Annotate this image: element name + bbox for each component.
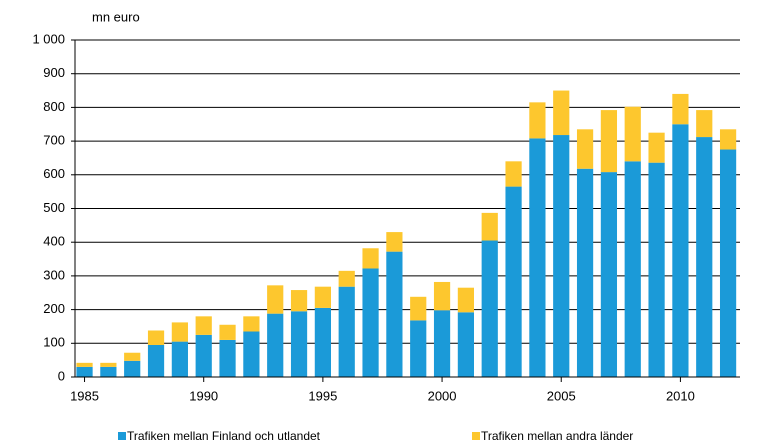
bar-segment [290,311,308,377]
bar-segment [267,313,284,377]
y-tick-label: 1 000 [32,31,65,46]
bar-segment [433,310,451,377]
bar-segment [553,135,570,377]
bar-segment [600,110,618,173]
bar-segment [76,366,93,377]
bar-segment [147,330,165,345]
bar-segment [243,316,260,332]
bar-segment [529,102,546,139]
bar-segment [719,149,737,377]
bar-segment [576,129,594,169]
x-tick-label: 1990 [189,388,218,403]
bar-segment [386,232,403,252]
x-tick-label: 1985 [70,388,99,403]
x-tick-label: 2005 [547,388,576,403]
bar-segment [76,362,93,367]
bar-segment [362,248,379,269]
bar-segment [219,324,236,340]
bar-segment [338,270,355,287]
y-tick-label: 800 [43,99,65,114]
bar-segment [433,281,451,311]
bar-segment [600,172,618,377]
bar-segment [195,334,212,377]
bar-segment [553,90,570,136]
y-unit-label: mn euro [92,9,140,24]
legend-label: Trafiken mellan Finland och utlandet [127,429,321,443]
bar-segment [386,251,403,377]
bar-segment [696,110,713,138]
bar-segment [314,307,331,377]
y-tick-label: 300 [43,267,65,282]
bar-segment [124,352,141,361]
bar-segment [696,137,713,377]
bar-segment [314,286,331,308]
bar-segment [219,339,236,377]
bar-segment [147,344,165,377]
bar-segment [124,360,141,377]
bar-segment [672,124,689,377]
bar-segment [410,296,427,321]
bar-segment [648,162,665,377]
y-tick-label: 0 [58,368,65,383]
bar-segment [529,138,546,377]
y-tick-label: 600 [43,166,65,181]
bar-segment [648,132,665,163]
bar-segment [362,268,379,377]
bar-segment [100,366,117,377]
legend-label: Trafiken mellan andra länder [481,429,633,443]
bar-segment [290,290,308,312]
bar-segment [171,322,188,342]
bar-segment [505,186,522,377]
bar-segment [719,129,737,150]
x-tick-label: 2000 [428,388,457,403]
bar-segment [100,362,117,367]
y-tick-label: 200 [43,301,65,316]
bar-segment [338,286,355,377]
bar-segment [243,331,260,377]
y-tick-label: 400 [43,234,65,249]
bar-segment [576,168,594,377]
y-tick-label: 500 [43,200,65,215]
bar-segment [195,316,212,335]
y-tick-label: 900 [43,65,65,80]
bar-segment [672,93,689,125]
bar-segment [267,285,284,314]
bar-segment [410,320,427,377]
x-tick-label: 1995 [308,388,337,403]
legend-swatch [472,432,480,440]
bar-segment [171,341,188,377]
bar-segment [457,312,474,377]
bar-segment [505,161,522,187]
bar-segment [624,161,641,377]
bar-segment [481,240,498,377]
legend-swatch [118,432,126,440]
y-tick-label: 100 [43,335,65,350]
x-tick-label: 2010 [666,388,695,403]
bar-segment [481,212,498,241]
y-tick-label: 700 [43,133,65,148]
bar-segment [624,106,641,162]
bar-segment [457,287,474,313]
